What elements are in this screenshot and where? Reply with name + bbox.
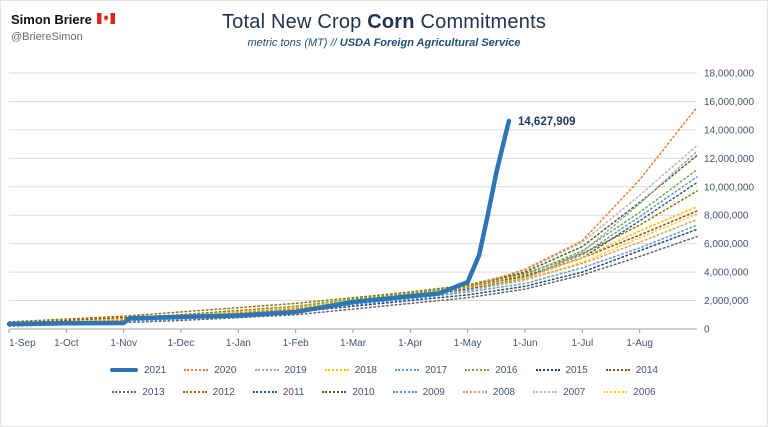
legend-item-2006: 2006 <box>603 386 656 398</box>
author-name: Simon Briere <box>11 11 92 27</box>
legend-line-sample-2014 <box>605 369 630 371</box>
subtitle-plain: metric tons (MT) // <box>247 37 340 49</box>
y-axis-tick-label: 12,000,000 <box>704 154 754 165</box>
legend-line-sample-2013 <box>112 391 137 393</box>
legend-line-sample-2006 <box>603 391 628 393</box>
author-block: Simon Briere @BriereSimon <box>11 10 116 45</box>
canada-flag-icon <box>96 10 116 30</box>
legend-item-2015: 2015 <box>535 364 588 376</box>
chart-header: Simon Briere @BriereSimon Total New Crop… <box>1 1 767 63</box>
legend-item-2021: 2021 <box>110 365 166 376</box>
legend-item-2016: 2016 <box>465 364 518 376</box>
series-line-2021 <box>6 118 512 327</box>
x-axis-tick-label: 1-Apr <box>398 338 423 349</box>
y-axis-tick-label: 14,000,000 <box>704 125 754 136</box>
x-axis-tick-label: 1-Sep <box>9 338 36 349</box>
x-axis-tick-label: 1-Jan <box>226 338 251 349</box>
y-axis-tick-label: 2,000,000 <box>704 296 749 307</box>
legend-item-2012: 2012 <box>182 386 235 398</box>
series-line-2006 <box>8 213 698 326</box>
chart-legend: 2021 2020 2019 2018 2017 2016 2015 2014 2013 201… <box>1 359 767 403</box>
legend-label-2008: 2008 <box>492 386 516 398</box>
legend-item-2011: 2011 <box>252 386 305 398</box>
legend-line-sample-2016 <box>465 369 490 371</box>
legend-line-sample-2019 <box>254 369 279 371</box>
legend-label-2017: 2017 <box>425 364 448 376</box>
legend-line-sample-2012 <box>182 391 207 393</box>
subtitle-source: USDA Foreign Agricultural Service <box>339 37 521 49</box>
y-axis-tick-label: 0 <box>704 325 710 336</box>
series-line-2015 <box>8 228 698 327</box>
legend-line-sample-2020 <box>184 369 209 371</box>
x-axis-tick-label: 1-Mar <box>340 338 367 349</box>
series-line-2016 <box>8 168 698 325</box>
y-axis-tick-label: 4,000,000 <box>704 268 749 279</box>
title-emphasis: Corn <box>367 11 415 33</box>
y-axis-tick-label: 10,000,000 <box>704 182 754 193</box>
x-axis-tick-label: 1-May <box>454 338 482 349</box>
legend-label-2010: 2010 <box>352 386 375 398</box>
x-axis-tick-label: 1-Jul <box>571 338 593 349</box>
legend-line-sample-2017 <box>395 369 419 371</box>
legend-label-2019: 2019 <box>284 364 307 376</box>
legend-item-2013: 2013 <box>112 386 165 398</box>
data-label-2021-peak: 14,627,909 <box>518 116 576 128</box>
legend-label-2013: 2013 <box>142 386 165 398</box>
author-handle: @BriereSimon <box>11 31 83 43</box>
series-line-2017 <box>8 224 698 327</box>
legend-item-2008: 2008 <box>462 386 516 398</box>
legend-label-2009: 2009 <box>422 386 445 398</box>
title-suffix: Commitments <box>414 11 547 33</box>
legend-line-sample-2007 <box>533 391 558 393</box>
legend-row-2: 2013 2012 2011 2010 2009 2008 2007 2006 <box>1 381 767 403</box>
legend-label-2016: 2016 <box>495 364 518 376</box>
title-block: Total New Crop Corn Commitments metric t… <box>1 1 767 49</box>
title-prefix: Total New Crop <box>221 11 368 33</box>
legend-item-2019: 2019 <box>254 364 307 376</box>
legend-item-2010: 2010 <box>322 386 375 398</box>
legend-line-sample-2015 <box>535 369 560 371</box>
y-axis-tick-label: 6,000,000 <box>704 239 749 250</box>
y-axis-tick-label: 16,000,000 <box>704 97 754 108</box>
chart-plot-area: 0 2,000,000 4,000,000 6,000,000 8,000,000 10,… <box>6 69 754 349</box>
legend-label-2006: 2006 <box>633 386 656 398</box>
series-line-2018 <box>8 205 698 326</box>
chart-subtitle: metric tons (MT) // USDA Foreign Agricul… <box>1 37 767 49</box>
legend-label-2021: 2021 <box>144 364 167 376</box>
legend-item-2018: 2018 <box>324 364 377 376</box>
legend-label-2014: 2014 <box>635 364 658 376</box>
series-line-2012 <box>8 190 698 323</box>
legend-line-sample-2011 <box>252 391 277 393</box>
x-axis-tick-label: 1-Dec <box>168 338 195 349</box>
y-axis-tick-label: 8,000,000 <box>704 211 749 222</box>
legend-label-2007: 2007 <box>563 386 586 398</box>
x-axis-tick-label: 1-Jun <box>512 338 537 349</box>
legend-line-sample-2021 <box>110 368 138 372</box>
x-axis-tick-label: 1-Oct <box>54 338 79 349</box>
legend-item-2014: 2014 <box>605 364 658 376</box>
legend-label-2015: 2015 <box>565 364 588 376</box>
legend-label-2018: 2018 <box>354 364 377 376</box>
legend-label-2012: 2012 <box>212 386 235 398</box>
series-line-2013 <box>8 235 698 327</box>
x-axis-tick-label: 1-Nov <box>110 338 137 349</box>
legend-line-sample-2018 <box>324 369 349 371</box>
legend-line-sample-2009 <box>392 391 417 393</box>
x-axis-tick-label: 1-Feb <box>283 338 310 349</box>
x-axis-tick-label: 1-Aug <box>626 338 653 349</box>
series-line-2020 <box>8 106 698 326</box>
chart-title: Total New Crop Corn Commitments <box>1 11 767 34</box>
legend-label-2011: 2011 <box>282 386 305 398</box>
legend-label-2020: 2020 <box>214 364 237 376</box>
legend-item-2007: 2007 <box>533 387 585 398</box>
legend-row-1: 2021 2020 2019 2018 2017 2016 2015 2014 <box>1 359 767 381</box>
legend-item-2020: 2020 <box>184 364 237 376</box>
legend-item-2009: 2009 <box>392 386 445 398</box>
legend-item-2017: 2017 <box>395 365 447 376</box>
y-axis-tick-label: 18,000,000 <box>704 69 754 80</box>
legend-line-sample-2010 <box>322 391 347 393</box>
legend-line-sample-2008 <box>462 391 487 393</box>
